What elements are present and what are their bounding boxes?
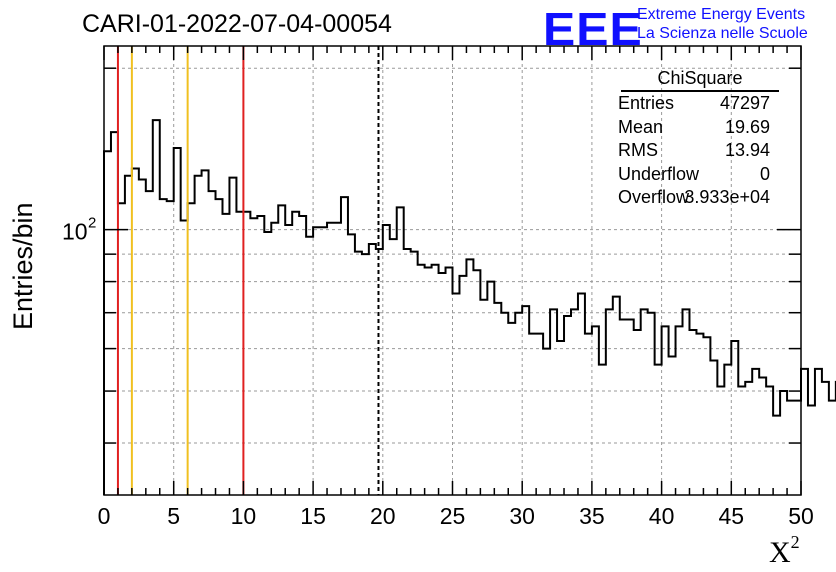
x-axis-label-base: X [769, 536, 791, 569]
logo-line-1: Extreme Energy Events [637, 6, 806, 23]
axis-ticks [103, 46, 802, 495]
stats-row-mean: Mean 19.69 [611, 116, 779, 140]
x-tick-label: 15 [300, 503, 326, 529]
x-tick-label: 30 [509, 503, 535, 529]
y-tick-label: 10 [62, 219, 88, 245]
y-tick-label-exponent: 2 [88, 215, 96, 232]
stats-row-entries: Entries 47297 [611, 92, 779, 116]
x-tick-label: 5 [167, 503, 180, 529]
stats-value: 47297 [719, 93, 770, 113]
stats-row-underflow: Underflow 0 [611, 163, 779, 187]
marker-lines [116, 46, 380, 495]
eee-logo: EEE [543, 3, 643, 55]
stats-key: RMS [618, 140, 658, 160]
stats-value: 0 [759, 163, 770, 184]
chart-title: CARI-01-2022-07-04-00054 [82, 10, 392, 38]
x-tick-label: 45 [719, 503, 745, 529]
x-tick-label: 25 [440, 503, 466, 529]
stats-value: 13.94 [724, 140, 770, 160]
x-axis-label-exponent: 2 [790, 532, 800, 552]
logo-line-2: La Scienza nelle Scuole [637, 25, 808, 42]
stats-key: Underflow [618, 163, 700, 184]
stats-box: ChiSquare Entries 47297 Mean 19.69 RMS 13.9… [611, 66, 779, 210]
x-axis-label: X2 [769, 532, 800, 570]
x-tick-label: 35 [579, 503, 605, 529]
stats-row-overflow: Overflow 3.933e+04 [611, 186, 779, 210]
x-tick-label: 0 [98, 503, 111, 529]
stats-key: Overflow [618, 187, 690, 207]
stats-value: 19.69 [724, 116, 770, 137]
x-tick-label: 10 [231, 503, 257, 529]
stats-key: Mean [618, 116, 664, 137]
stats-row-rms: RMS 13.94 [611, 139, 779, 163]
grid-lines [104, 46, 801, 495]
stats-value: 3.933e+04 [684, 187, 770, 207]
stats-title: ChiSquare [621, 66, 779, 92]
y-axis-label: Entries/bin [8, 202, 38, 330]
stats-key: Entries [618, 93, 675, 113]
x-tick-label: 20 [370, 503, 396, 529]
x-tick-label: 40 [649, 503, 675, 529]
x-tick-label: 50 [788, 503, 814, 529]
